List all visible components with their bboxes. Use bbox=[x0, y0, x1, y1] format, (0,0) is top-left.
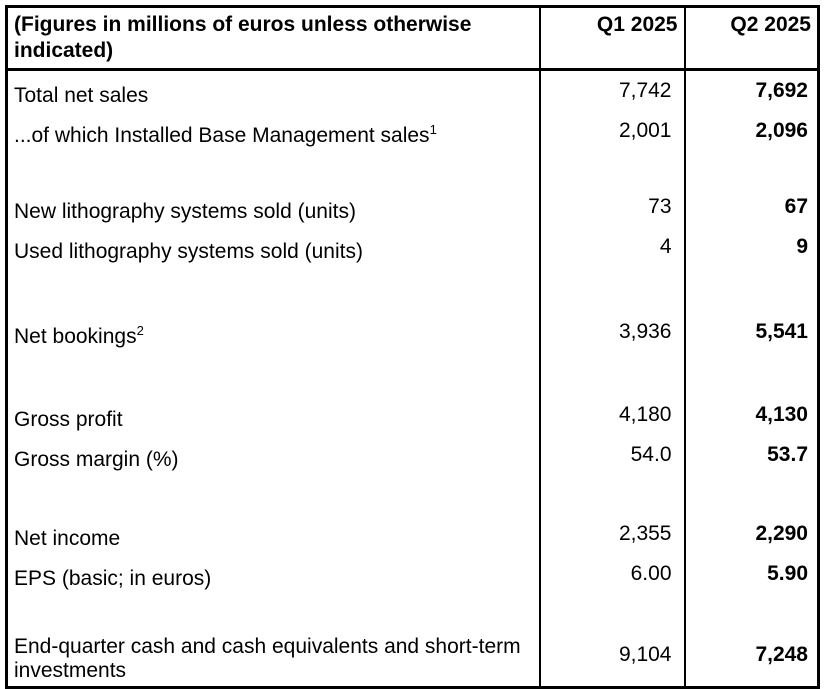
row-label: End-quarter cash and cash equivalents an… bbox=[14, 635, 521, 682]
table-row: Total net sales 7,742 7,692 bbox=[5, 69, 820, 111]
header-figures-note: (Figures in millions of euros unless oth… bbox=[5, 6, 541, 71]
q2-value-cell: 67 bbox=[683, 187, 820, 227]
row-label-cell: Gross margin (%) bbox=[5, 435, 541, 475]
q2-value-cell: 2,096 bbox=[683, 111, 820, 151]
spacer-cell bbox=[5, 267, 541, 312]
table-row: Net income 2,355 2,290 bbox=[5, 514, 820, 554]
row-label-cell: Gross profit bbox=[5, 395, 541, 435]
header-q1-2025: Q1 2025 bbox=[538, 6, 686, 71]
row-label: ...of which Installed Base Management sa… bbox=[14, 124, 430, 147]
spacer-cell bbox=[683, 475, 820, 514]
header-q2-2025: Q2 2025 bbox=[683, 6, 820, 71]
spacer-cell bbox=[683, 151, 820, 187]
spacer-cell bbox=[683, 267, 820, 312]
spacer-cell bbox=[538, 594, 686, 635]
spacer-row bbox=[5, 151, 820, 187]
table-row: EPS (basic; in euros) 6.00 5.90 bbox=[5, 554, 820, 594]
spacer-cell bbox=[538, 151, 686, 187]
row-label: Gross margin (%) bbox=[14, 448, 179, 471]
q2-value-cell: 5,541 bbox=[683, 312, 820, 352]
spacer-cell bbox=[683, 352, 820, 395]
table-row: Gross profit 4,180 4,130 bbox=[5, 395, 820, 435]
q2-value-cell: 2,290 bbox=[683, 514, 820, 554]
spacer-cell bbox=[5, 151, 541, 187]
q2-value-cell: 53.7 bbox=[683, 435, 820, 475]
q2-value-cell: 4,130 bbox=[683, 395, 820, 435]
row-label-cell: End-quarter cash and cash equivalents an… bbox=[5, 635, 541, 688]
table-row: Gross margin (%) 54.0 53.7 bbox=[5, 435, 820, 475]
q1-value-cell: 2,001 bbox=[538, 111, 686, 151]
table-body: Total net sales 7,742 7,692 ...of which Ins… bbox=[5, 69, 820, 688]
footnote-superscript: 2 bbox=[136, 323, 144, 338]
spacer-cell bbox=[538, 267, 686, 312]
spacer-row bbox=[5, 594, 820, 635]
spacer-cell bbox=[5, 475, 541, 514]
q1-value-cell: 4,180 bbox=[538, 395, 686, 435]
row-label-cell: EPS (basic; in euros) bbox=[5, 554, 541, 594]
q1-value-cell: 6.00 bbox=[538, 554, 686, 594]
spacer-row bbox=[5, 352, 820, 395]
q2-value-cell: 9 bbox=[683, 227, 820, 267]
footnote-superscript: 1 bbox=[429, 122, 437, 137]
table-header-row: (Figures in millions of euros unless oth… bbox=[5, 6, 820, 71]
table-row: ...of which Installed Base Management sa… bbox=[5, 111, 820, 151]
spacer-cell bbox=[5, 594, 541, 635]
row-label-cell: Net income bbox=[5, 514, 541, 554]
spacer-cell bbox=[5, 352, 541, 395]
table-row: Used lithography systems sold (units) 4 9 bbox=[5, 227, 820, 267]
financial-summary-table: (Figures in millions of euros unless oth… bbox=[5, 5, 820, 689]
row-label: Net bookings bbox=[14, 325, 137, 348]
q1-value-cell: 73 bbox=[538, 187, 686, 227]
spacer-cell bbox=[683, 594, 820, 635]
spacer-row bbox=[5, 475, 820, 514]
q1-value-cell: 3,936 bbox=[538, 312, 686, 352]
table-row: New lithography systems sold (units) 73 67 bbox=[5, 187, 820, 227]
spacer-cell bbox=[538, 475, 686, 514]
row-label: EPS (basic; in euros) bbox=[14, 567, 212, 590]
q1-value-cell: 7,742 bbox=[538, 69, 686, 111]
q1-value-cell: 2,355 bbox=[538, 514, 686, 554]
row-label-cell: New lithography systems sold (units) bbox=[5, 187, 541, 227]
q2-value-cell: 5.90 bbox=[683, 554, 820, 594]
q2-value-cell: 7,692 bbox=[683, 69, 820, 111]
row-label-cell: Used lithography systems sold (units) bbox=[5, 227, 541, 267]
row-label: Used lithography systems sold (units) bbox=[14, 240, 363, 263]
q1-value-cell: 4 bbox=[538, 227, 686, 267]
row-label: Total net sales bbox=[14, 84, 149, 107]
row-label-cell: ...of which Installed Base Management sa… bbox=[5, 111, 541, 151]
table-row: End-quarter cash and cash equivalents an… bbox=[5, 635, 820, 688]
row-label-cell: Total net sales bbox=[5, 69, 541, 111]
q1-value-cell: 9,104 bbox=[538, 635, 686, 688]
row-label: New lithography systems sold (units) bbox=[14, 200, 356, 223]
row-label-cell: Net bookings2 bbox=[5, 312, 541, 352]
spacer-row bbox=[5, 267, 820, 312]
q1-value-cell: 54.0 bbox=[538, 435, 686, 475]
row-label: Net income bbox=[14, 527, 121, 550]
spacer-cell bbox=[538, 352, 686, 395]
q2-value-cell: 7,248 bbox=[683, 635, 820, 688]
table-row: Net bookings2 3,936 5,541 bbox=[5, 312, 820, 352]
row-label: Gross profit bbox=[14, 408, 123, 431]
